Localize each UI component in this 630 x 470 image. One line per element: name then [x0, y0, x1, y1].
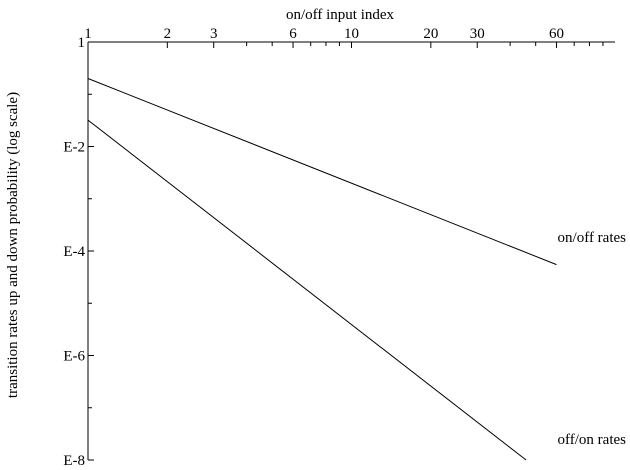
y-axis-label: transition rates up and down probability…: [5, 92, 21, 398]
x-tick-label: 1: [84, 26, 92, 42]
x-tick-label: 2: [164, 26, 172, 42]
x-tick-label: 20: [423, 26, 438, 42]
x-tick-label: 60: [549, 26, 564, 42]
axes: [87, 41, 615, 460]
x-tick-label: 10: [344, 26, 359, 42]
y-axis-ticks: 1 E-2 E-4 E-6 E-8: [63, 35, 94, 469]
y-tick-label: E-2: [63, 140, 85, 156]
x-axis-label: on/off input index: [286, 7, 395, 23]
y-tick-label: E-8: [63, 453, 85, 469]
series-label-off-on-rates: off/on rates: [558, 432, 627, 448]
series-line-0: [87, 78, 557, 266]
x-tick-label: 6: [289, 26, 297, 42]
y-tick-label: E-4: [63, 244, 85, 260]
x-axis-ticks: 1 2 3 6 10 20 30 60: [84, 26, 604, 48]
series-label-on-off-rates: on/off rates: [558, 230, 627, 246]
series-group: [87, 78, 557, 461]
x-tick-label: 30: [470, 26, 485, 42]
series-line-1: [87, 119, 527, 461]
x-tick-label: 3: [210, 26, 218, 42]
y-tick-label: 1: [78, 35, 86, 51]
y-tick-label: E-6: [63, 349, 85, 365]
